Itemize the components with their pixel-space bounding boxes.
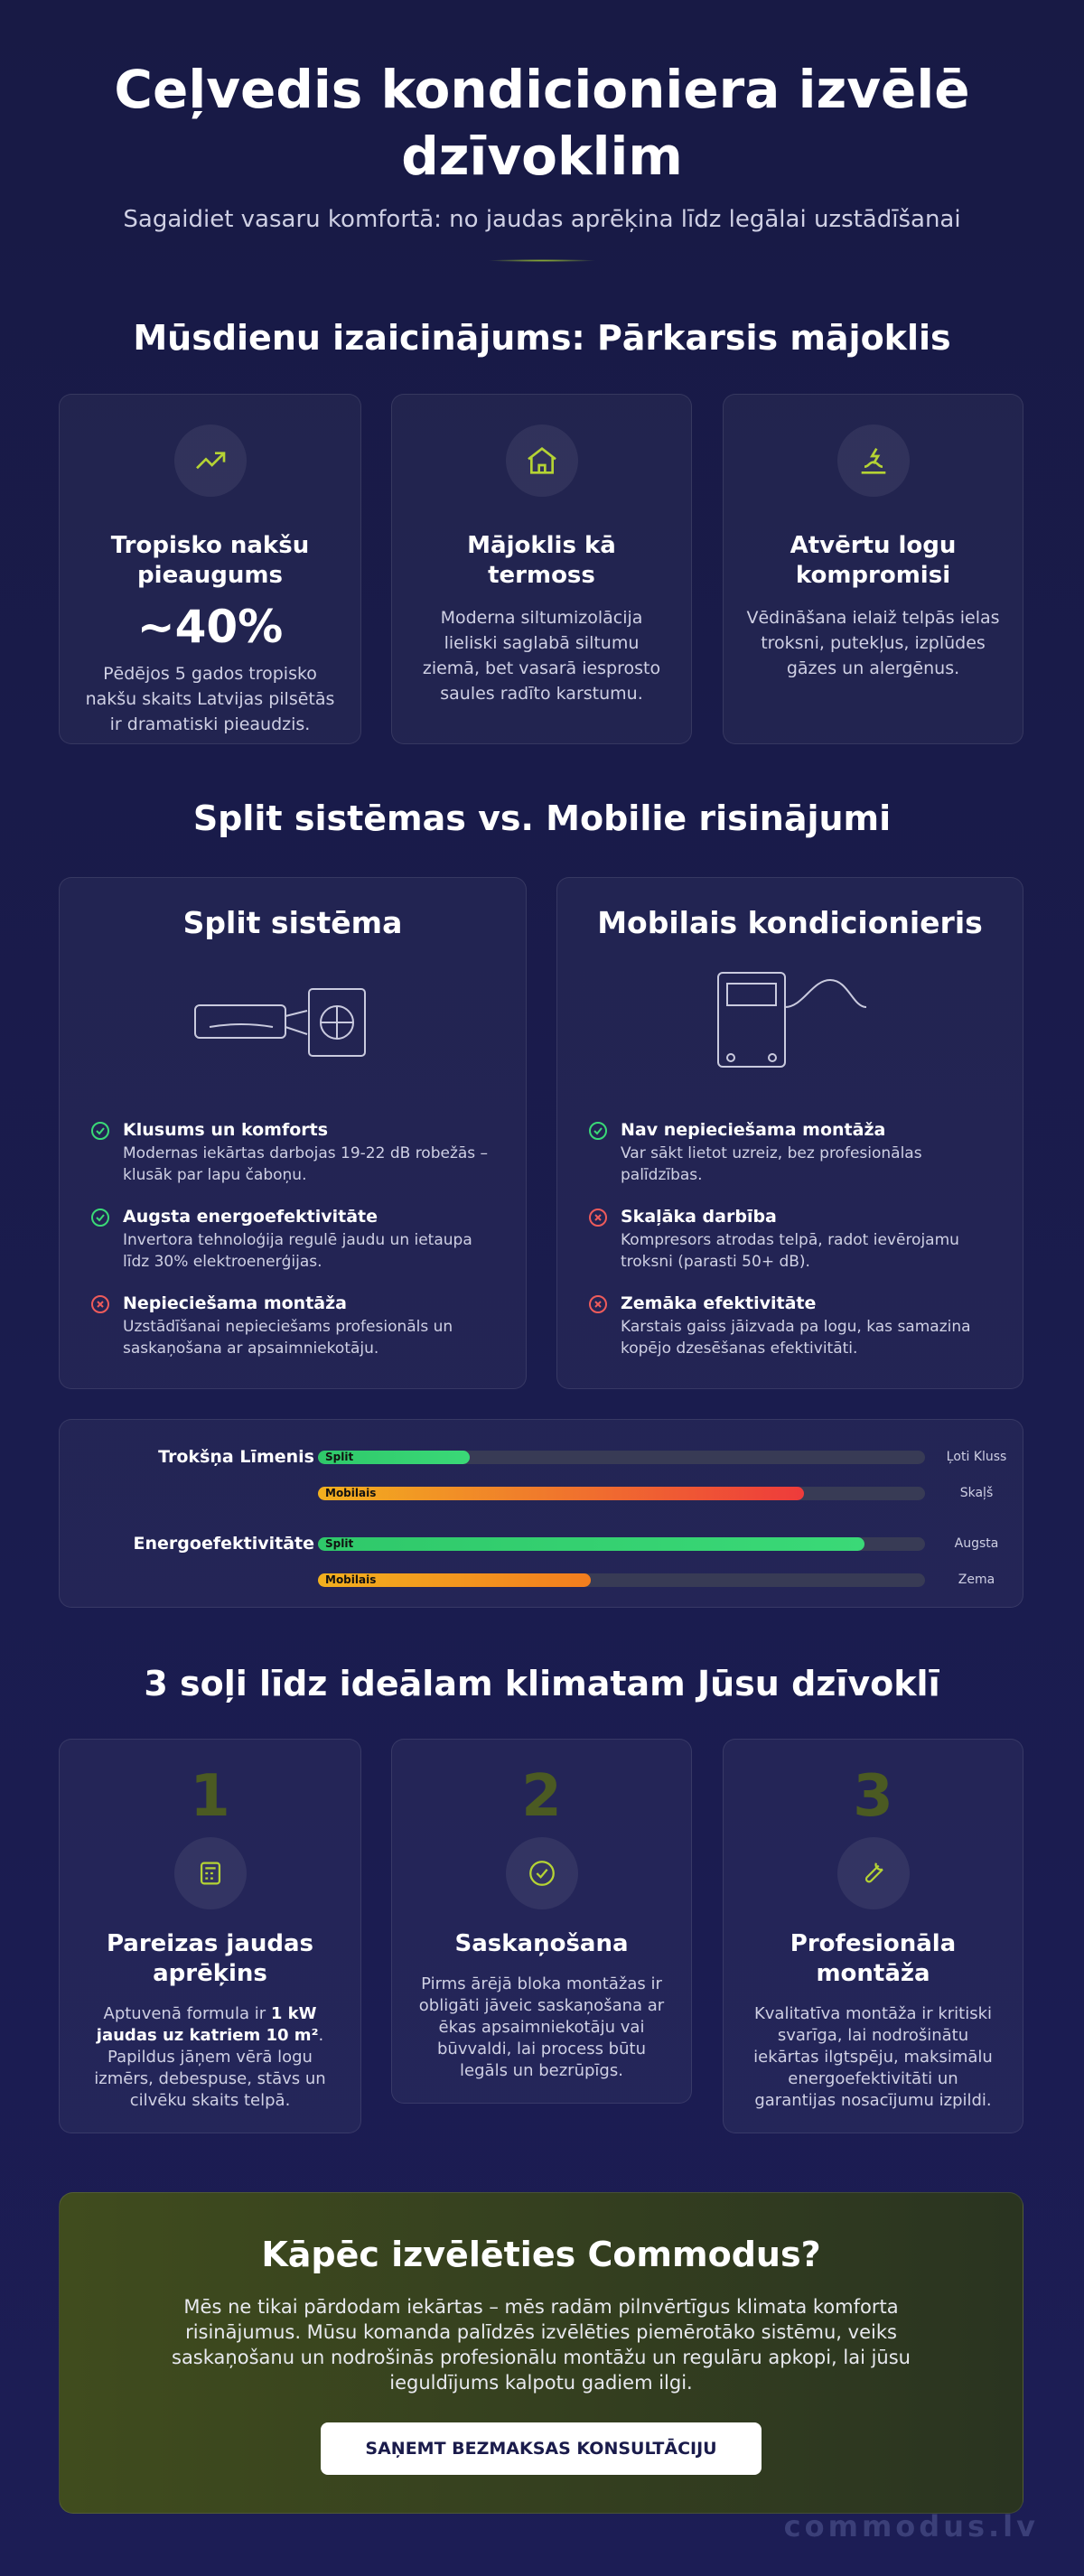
bar-label: Mobilais (325, 1487, 377, 1499)
bar-end-label: Augsta (954, 1536, 999, 1551)
metric-row: Mobilais Skaļš (60, 1483, 1024, 1503)
subtitle: Sagaidiet vasaru komfortā: no jaudas apr… (123, 206, 961, 233)
icon (173, 1837, 247, 1909)
bar-track: Mobilais (318, 1573, 925, 1587)
step-text: Aptuvenā formula ir 1 kW jaudas uz katri… (84, 2003, 337, 2112)
text: Aptuvenā formula ir (103, 2004, 266, 2023)
icon (836, 425, 910, 497)
step-title: Profesionāla montāža (790, 1930, 957, 1987)
step-card: 2 Saskaņošana Pirms ārējā bloka montāžas… (391, 1739, 692, 2104)
bar: Split (318, 1537, 864, 1551)
title: Ceļvedis kondicioniera izvēlē dzīvoklim (114, 59, 970, 187)
card: Mājoklis kā termoss Moderna siltumizolāc… (391, 394, 692, 744)
pro: Augsta energoefektivitāte Invertora tehno… (90, 1206, 499, 1273)
con: Zemāka efektivitāte Karstais gaiss jāizva… (588, 1293, 995, 1359)
con: Nepieciešama montāža Uzstādīšanai nepieci… (90, 1293, 499, 1359)
metric-row: Trokšņa Līmenis Split Ļoti Kluss (60, 1447, 1024, 1467)
item-title: Nepieciešama montāža (123, 1293, 347, 1313)
step-text: Kvalitatīva montāža ir kritiski svarīga,… (753, 2004, 993, 2110)
compare-title: Mobilais kondicionieris (597, 905, 983, 940)
con: Skaļāka darbība Kompresors atrodas telpā,… (588, 1206, 995, 1273)
cta-title: Kāpēc izvēlēties Commodus? (261, 2235, 821, 2274)
cta-button[interactable]: SAŅEMT BEZMAKSAS KONSULTĀCIJU (321, 2422, 762, 2475)
bar-end-label: Zema (958, 1573, 995, 1587)
compare-title: Split sistēma (182, 905, 403, 940)
step-number: 1 (190, 1763, 230, 1830)
metric-row: Energoefektivitāte Split Augsta (60, 1534, 1024, 1554)
metric-row: Mobilais Zema (60, 1570, 1024, 1590)
step-card: 1 Pareizas jaudas aprēķins Aptuvenā form… (59, 1739, 361, 2133)
card-title: Mājoklis kā termoss (467, 532, 616, 589)
step-text: Pirms ārējā bloka montāžas ir obligāti j… (418, 1974, 665, 2080)
bar-label: Split (325, 1451, 354, 1463)
section-title: Mūsdienu izaicinājums: Pārkarsis mājokli… (133, 318, 951, 358)
mobile-illustration (716, 972, 866, 1068)
stat: ~40% (136, 601, 284, 653)
item-text: Modernas iekārtas darbojas 19-22 dB robe… (123, 1144, 489, 1184)
step-number: 3 (853, 1763, 893, 1830)
card-text: Pēdējos 5 gados tropisko nakšu skaits La… (85, 664, 335, 734)
card: Tropisko nakšu pieaugums ~40% Pēdējos 5 … (59, 394, 361, 744)
item-text: Invertora tehnoloģija regulē jaudu un ie… (123, 1231, 472, 1271)
compare-card: Split sistēma Klusums un komforts Moderna… (59, 877, 527, 1389)
bar-track: Split (318, 1451, 925, 1464)
item-title: Klusums un komforts (123, 1120, 329, 1140)
step-title: Pareizas jaudas aprēķins (106, 1930, 314, 1987)
bar-track: Mobilais (318, 1487, 925, 1500)
step-title: Saskaņošana (454, 1930, 629, 1957)
step-card: 3 Profesionāla montāža Kvalitatīva montā… (723, 1739, 1023, 2133)
bar-end-label: Skaļš (959, 1486, 994, 1500)
bar-end-label: Ļoti Kluss (946, 1450, 1007, 1464)
split-illustration (194, 988, 366, 1057)
card-text: Vēdināšana ielaiž telpās ielas troksni, … (746, 608, 1000, 678)
bar: Mobilais (318, 1487, 804, 1500)
bar: Mobilais (318, 1573, 592, 1587)
bar-label: Mobilais (325, 1573, 377, 1586)
bar: Split (318, 1451, 470, 1464)
bold-text: 1 kW jaudas uz katriem 10 m² (96, 2004, 319, 2045)
icon (505, 1837, 578, 1909)
cta-text: Mēs ne tikai pārdodam iekārtas – mēs rad… (172, 2296, 911, 2394)
metrics-panel: Trokšņa Līmenis Split Ļoti Kluss Mobilais Sk… (59, 1419, 1023, 1608)
item-text: Uzstādīšanai nepieciešams profesionāls u… (123, 1318, 453, 1358)
card: Atvērtu logu kompromisi Vēdināšana ielai… (723, 394, 1023, 744)
metric-label: Energoefektivitāte (133, 1534, 314, 1554)
metric-label: Trokšņa Līmenis (158, 1447, 314, 1467)
section-title: 3 soļi līdz ideālam klimatam Jūsu dzīvok… (144, 1664, 940, 1703)
item-title: Nav nepieciešama montāža (621, 1120, 886, 1140)
item-title: Zemāka efektivitāte (621, 1293, 817, 1313)
footer-brand: commodus.lv (783, 2509, 1039, 2543)
step-number: 2 (521, 1763, 562, 1830)
item-text: Karstais gaiss jāizvada pa logu, kas sam… (621, 1318, 971, 1358)
item-text: Kompresors atrodas telpā, radot ievēroja… (621, 1231, 959, 1271)
divider (488, 259, 596, 262)
item-title: Skaļāka darbība (621, 1207, 777, 1227)
icon (173, 425, 247, 497)
cta-box: Kāpēc izvēlēties Commodus? Mēs ne tikai … (59, 2192, 1023, 2514)
compare-card: Mobilais kondicionieris Nav nepieciešama… (556, 877, 1023, 1389)
card-title: Tropisko nakšu pieaugums (110, 532, 310, 589)
bar-label: Split (325, 1537, 354, 1550)
card-title: Atvērtu logu kompromisi (790, 532, 957, 589)
icon (505, 425, 578, 497)
item-text: Var sākt lietot uzreiz, bez profesionāla… (621, 1144, 922, 1184)
item-title: Augsta energoefektivitāte (123, 1207, 378, 1227)
pro: Klusums un komforts Modernas iekārtas dar… (90, 1119, 499, 1186)
text: . Papildus jāņem vērā logu izmērs, debes… (94, 2026, 326, 2110)
pro: Nav nepieciešama montāža Var sākt lietot … (588, 1119, 995, 1186)
card-text: Moderna siltumizolācija lieliski saglabā… (422, 608, 661, 704)
section-title: Split sistēmas vs. Mobilie risinājumi (192, 798, 892, 838)
bar-track: Split (318, 1537, 925, 1551)
icon (836, 1837, 910, 1909)
